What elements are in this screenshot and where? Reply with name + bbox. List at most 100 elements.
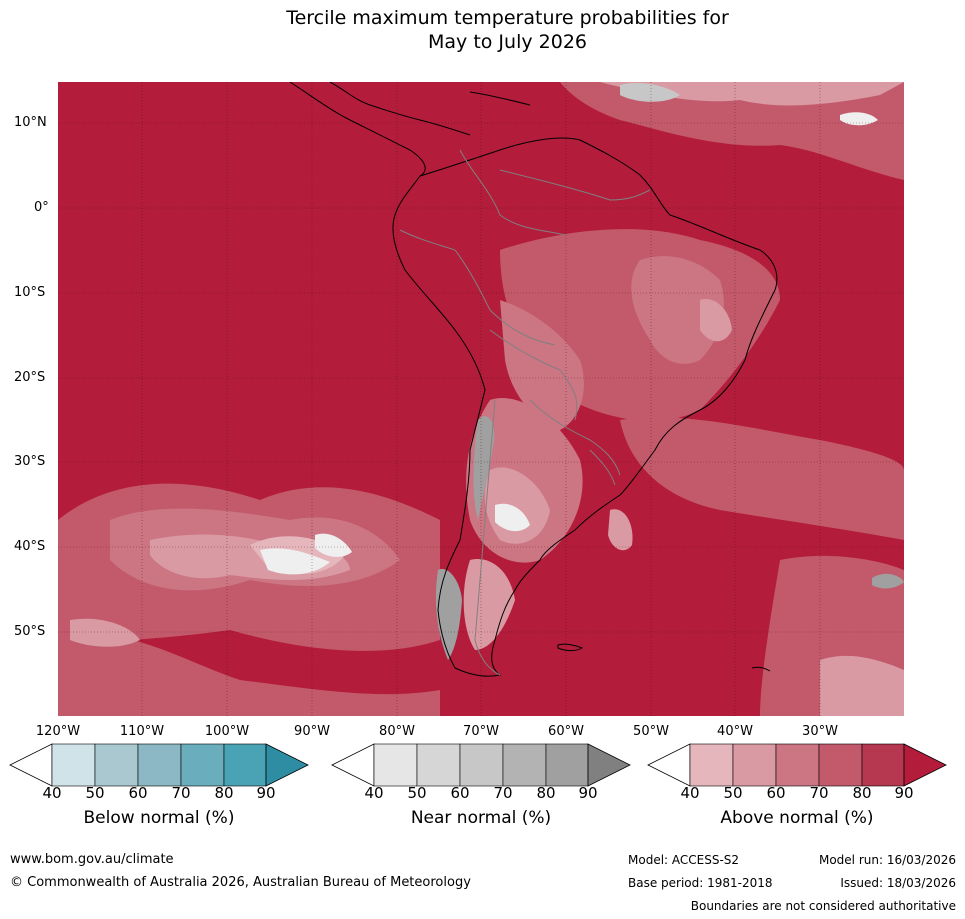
colorbar-below-tick-70: 70 bbox=[171, 784, 191, 802]
colorbar-below-bin-50 bbox=[94, 743, 139, 787]
colorbar-near-tick-50: 50 bbox=[407, 784, 427, 802]
colorbar-below-bin-80 bbox=[223, 743, 267, 787]
patch-brazil-mid bbox=[631, 256, 724, 364]
patch-argentina-white bbox=[495, 503, 530, 532]
probability-patches bbox=[58, 82, 904, 716]
colorbar-below-tick-80: 80 bbox=[214, 784, 234, 802]
colorbar-above-min-triangle bbox=[647, 743, 691, 787]
colorbar-below-bin-70 bbox=[180, 743, 225, 787]
colorbar-above-bin-80 bbox=[861, 743, 905, 787]
south-america-coastline bbox=[392, 137, 778, 677]
border-bolivia bbox=[489, 329, 578, 421]
colorbar-near-tick-90: 90 bbox=[578, 784, 598, 802]
colorbar-below-min-triangle bbox=[9, 743, 53, 787]
lon-label-120w: 120°W bbox=[35, 724, 81, 739]
colorbar-above-tick-60: 60 bbox=[766, 784, 786, 802]
lat-label-10s: 10°S bbox=[14, 285, 46, 300]
colorbar-below-normal bbox=[9, 743, 309, 787]
colorbar-above-tick-70: 70 bbox=[809, 784, 829, 802]
colorbar-above-tick-90: 90 bbox=[894, 784, 914, 802]
colorbar-below-max-triangle bbox=[265, 743, 309, 787]
colorbar-near-title: Near normal (%) bbox=[410, 808, 552, 828]
border-brazil-north bbox=[499, 169, 651, 201]
colorbar-above-normal bbox=[647, 743, 947, 787]
footer-disclaimer: Boundaries are not considered authoritat… bbox=[690, 899, 956, 913]
footer-base-period: Base period: 1981-2018 bbox=[628, 876, 773, 890]
lon-label-50w: 50°W bbox=[633, 724, 669, 739]
patch-andes-near bbox=[473, 416, 495, 520]
colorbar-above-tick-50: 50 bbox=[723, 784, 743, 802]
border-colombia-venezuela bbox=[459, 149, 566, 236]
colorbar-near-bin-70 bbox=[502, 743, 547, 787]
border-ecuador-peru bbox=[399, 229, 456, 251]
colorbar-below-tick-40: 40 bbox=[42, 784, 62, 802]
lon-label-90w: 90°W bbox=[294, 724, 330, 739]
colorbar-near-max-triangle bbox=[587, 743, 631, 787]
colorbar-above-bin-50 bbox=[732, 743, 777, 787]
footer-model-run: Model run: 16/03/2026 bbox=[818, 853, 956, 867]
patch-brazil-light bbox=[700, 299, 732, 342]
patch-caribbean-white bbox=[840, 112, 878, 126]
patch-central-south-america bbox=[500, 300, 584, 430]
footer-copyright: © Commonwealth of Australia 2026, Austra… bbox=[10, 875, 471, 890]
country-borders bbox=[399, 149, 651, 676]
patch-south-atlantic-light bbox=[608, 509, 633, 551]
colorbar-above-bin-70 bbox=[818, 743, 863, 787]
colorbar-near-bin-60 bbox=[459, 743, 504, 787]
central-america-coastline bbox=[289, 82, 426, 177]
patch-south-atlantic bbox=[620, 417, 904, 540]
colorbar-above-tick-80: 80 bbox=[852, 784, 872, 802]
cuba-coastline bbox=[469, 91, 531, 106]
lon-label-70w: 70°W bbox=[463, 724, 499, 739]
border-peru-brazil bbox=[454, 249, 556, 346]
lon-label-30w: 30°W bbox=[802, 724, 838, 739]
south-georgia-coastline bbox=[751, 666, 771, 672]
border-paraguay-argentina bbox=[529, 399, 621, 476]
patch-caribbean-light bbox=[600, 82, 904, 106]
central-america-coastline-north bbox=[329, 82, 471, 136]
colorbar-near-bin-40 bbox=[373, 743, 418, 787]
colorbar-near-tick-60: 60 bbox=[450, 784, 470, 802]
colorbar-above-bin-40 bbox=[689, 743, 734, 787]
border-chile-argentina bbox=[474, 399, 501, 676]
lon-label-110w: 110°W bbox=[119, 724, 165, 739]
probability-map bbox=[58, 82, 904, 716]
colorbar-near-bin-50 bbox=[416, 743, 461, 787]
patch-south-pacific-white-2 bbox=[315, 533, 352, 557]
patch-south-atlantic-east-light bbox=[820, 655, 904, 716]
map-title-line-2: May to July 2026 bbox=[428, 31, 587, 53]
map-title-line-1: Tercile maximum temperature probabilitie… bbox=[286, 7, 729, 29]
patch-south-pacific-white bbox=[260, 548, 330, 575]
colorbar-below-tick-50: 50 bbox=[85, 784, 105, 802]
colorbar-above-tick-40: 40 bbox=[680, 784, 700, 802]
colorbar-near-normal bbox=[331, 743, 631, 787]
patch-caribbean-near bbox=[620, 83, 680, 102]
colorbar-below-tick-90: 90 bbox=[256, 784, 276, 802]
colorbar-near-min-triangle bbox=[331, 743, 375, 787]
footer-issued: Issued: 18/03/2026 bbox=[840, 876, 956, 890]
patch-far-south-light bbox=[70, 618, 140, 647]
colorbar-above-title: Above normal (%) bbox=[720, 808, 874, 828]
lon-label-80w: 80°W bbox=[379, 724, 415, 739]
lat-label-30s: 30°S bbox=[14, 454, 46, 469]
lat-label-20s: 20°S bbox=[14, 370, 46, 385]
patch-south-atlantic-near bbox=[872, 573, 904, 589]
lon-label-60w: 60°W bbox=[548, 724, 584, 739]
border-uruguay-brazil bbox=[589, 449, 616, 486]
colorbar-above-max-triangle bbox=[903, 743, 947, 787]
patch-caribbean bbox=[560, 82, 904, 180]
colorbar-below-title: Below normal (%) bbox=[83, 808, 235, 828]
lat-label-50s: 50°S bbox=[14, 624, 46, 639]
footer-model: Model: ACCESS-S2 bbox=[628, 853, 740, 867]
colorbar-above-bin-60 bbox=[775, 743, 820, 787]
colorbar-near-tick-40: 40 bbox=[364, 784, 384, 802]
patch-south-pacific-lower bbox=[58, 634, 440, 716]
colorbar-below-bin-60 bbox=[137, 743, 182, 787]
lon-label-100w: 100°W bbox=[204, 724, 250, 739]
lat-label-0: 0° bbox=[34, 200, 49, 215]
colorbar-near-tick-80: 80 bbox=[536, 784, 556, 802]
falklands-coastline bbox=[557, 643, 584, 652]
footer-website: www.bom.gov.au/climate bbox=[10, 852, 174, 867]
colorbar-near-tick-70: 70 bbox=[493, 784, 513, 802]
